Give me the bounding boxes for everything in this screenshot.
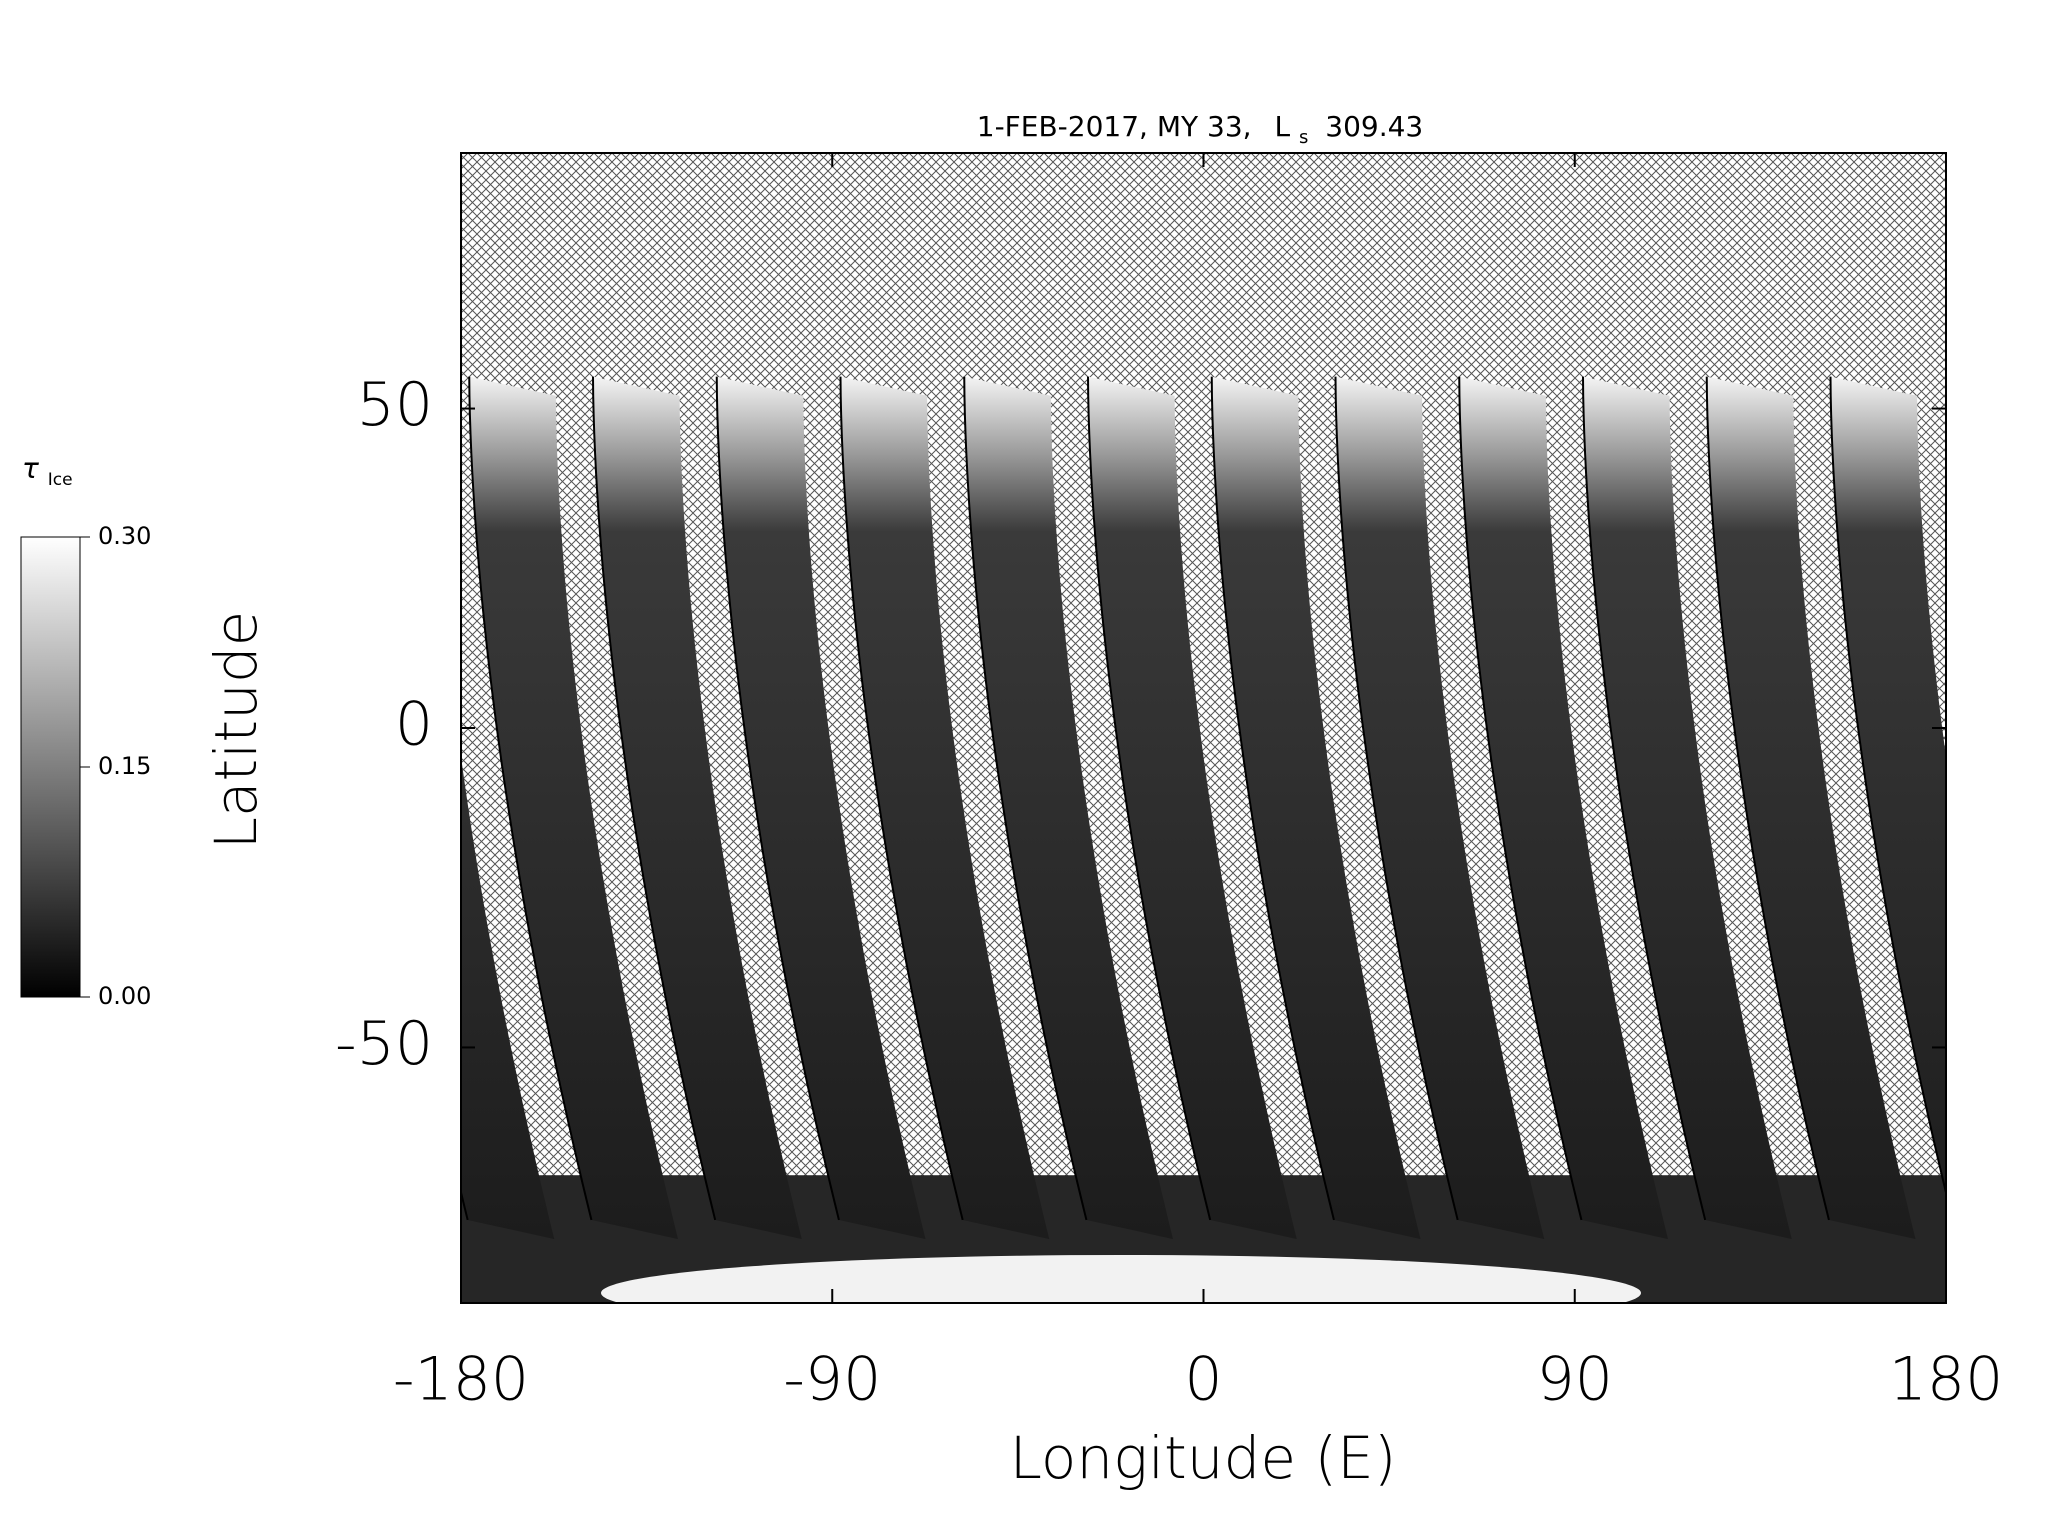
- x-tick-label: -90: [783, 1345, 881, 1415]
- ls-symbol: L: [1274, 110, 1290, 143]
- x-tick-label: -180: [393, 1345, 529, 1415]
- colorbar: [21, 537, 80, 997]
- ls-sub: s: [1299, 127, 1308, 148]
- y-axis-title: Latitude: [202, 611, 270, 850]
- y-tick-label: -50: [335, 1009, 433, 1079]
- polar-cap: [601, 1255, 1641, 1331]
- x-axis-title: Longitude (E): [1010, 1424, 1397, 1492]
- title-text: 1-FEB-2017, MY 33,: [977, 110, 1252, 143]
- x-tick-label: 0: [1184, 1345, 1222, 1415]
- swath: [1954, 377, 2048, 1240]
- colorbar-label-sub: Ice: [48, 470, 73, 490]
- colorbar-label: τ: [22, 452, 39, 485]
- colorbar-tick-label: 0.15: [98, 752, 151, 780]
- swath-edge: [1954, 377, 2048, 1220]
- y-tick-label: 50: [357, 370, 433, 440]
- ls-value: 309.43: [1325, 110, 1423, 143]
- colorbar-tick-label: 0.30: [98, 522, 151, 550]
- x-tick-label: 180: [1889, 1345, 2004, 1415]
- colorbar-tick-label: 0.00: [98, 982, 151, 1010]
- y-tick-label: 0: [395, 690, 433, 760]
- colorbar-title: τ Ice: [22, 452, 73, 490]
- chart-title: 1-FEB-2017, MY 33, L s 309.43: [977, 110, 1423, 153]
- x-tick-label: 90: [1537, 1345, 1613, 1415]
- swath-edge: [346, 377, 468, 1220]
